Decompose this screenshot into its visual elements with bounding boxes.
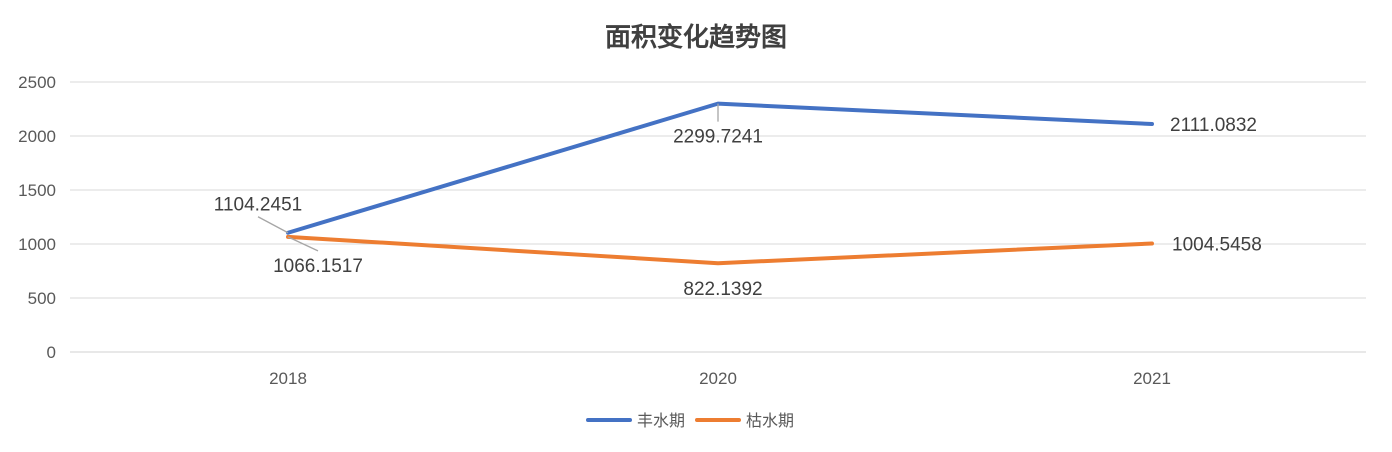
gridlines [70, 81, 1366, 353]
label-leader-lines [257, 103, 719, 252]
data-label: 1004.5458 [1172, 235, 1262, 256]
y-tick-label: 2500 [18, 73, 56, 92]
data-label: 1104.2451 [214, 195, 302, 216]
x-tick-label: 2020 [699, 369, 737, 388]
y-tick-label: 2000 [18, 127, 56, 146]
data-labels: 1104.2451 2299.7241 2111.0832 1066.1517 822.… [214, 115, 1262, 300]
series-line-1 [286, 101, 1154, 235]
data-label: 1066.1517 [273, 256, 363, 277]
x-tick-label: 2021 [1133, 369, 1171, 388]
legend: 丰水期 枯水期 [586, 411, 794, 430]
data-label: 822.1392 [683, 279, 762, 300]
chart-title: 面积变化趋势图 [605, 22, 787, 53]
y-tick-label: 500 [28, 289, 56, 308]
y-tick-label: 1000 [18, 235, 56, 254]
series-line-2 [286, 234, 1154, 266]
y-axis: 0 500 1000 1500 2000 2500 [18, 73, 56, 362]
data-label: 2111.0832 [1170, 115, 1257, 136]
label-leader-line [257, 216, 289, 234]
y-tick-label: 1500 [18, 181, 56, 200]
x-axis: 2018 2020 2021 [269, 369, 1171, 388]
data-label: 2299.7241 [673, 127, 763, 148]
x-tick-label: 2018 [269, 369, 307, 388]
legend-label: 枯水期 [746, 411, 794, 430]
legend-label: 丰水期 [637, 411, 685, 430]
y-tick-label: 0 [47, 343, 56, 362]
label-leader-line [287, 236, 319, 252]
